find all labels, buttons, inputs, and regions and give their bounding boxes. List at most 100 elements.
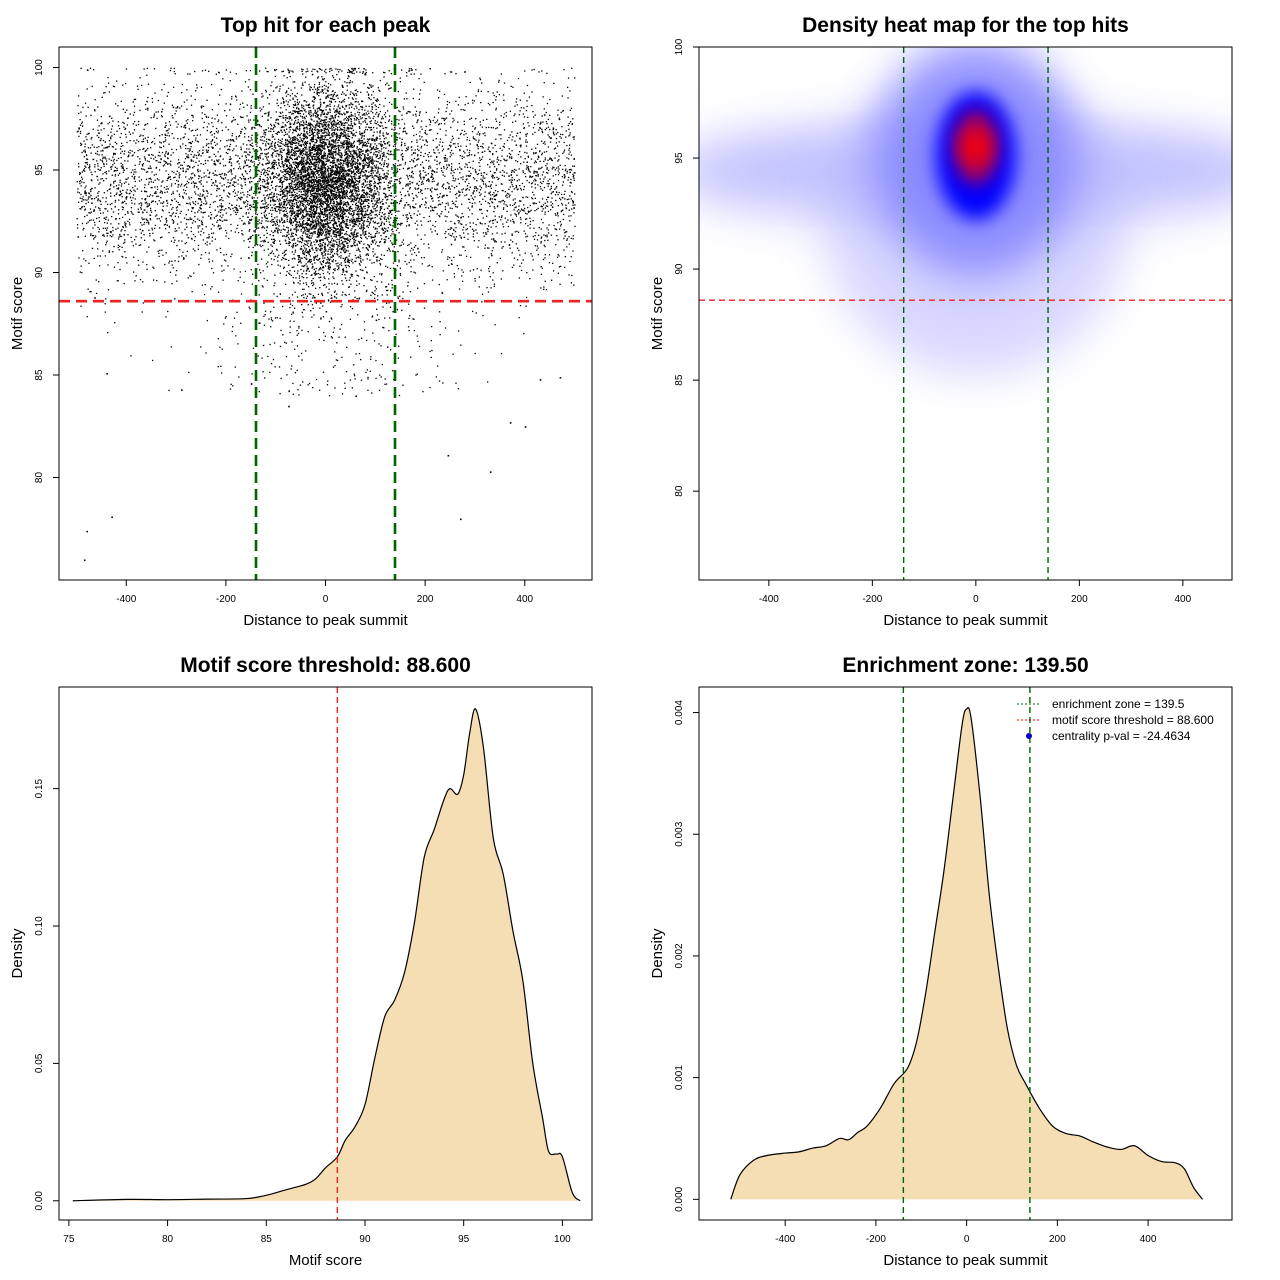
scatter-point [537, 173, 539, 176]
scatter-point [180, 185, 182, 187]
scatter-point [487, 91, 489, 93]
scatter-point [495, 138, 497, 140]
scatter-point [225, 219, 227, 221]
scatter-point [505, 160, 507, 162]
scatter-point [311, 245, 313, 247]
scatter-point [441, 150, 444, 152]
scatter-point [88, 262, 90, 264]
scatter-point [297, 165, 299, 167]
scatter-point [547, 232, 550, 234]
scatter-point [273, 195, 275, 197]
scatter-point [78, 257, 80, 259]
scatter-point [490, 253, 492, 255]
scatter-point [147, 109, 149, 111]
scatter-point [310, 179, 312, 181]
scatter-point [251, 215, 253, 218]
scatter-point [91, 85, 93, 88]
scatter-point [554, 169, 556, 171]
scatter-point [364, 216, 366, 219]
scatter-point [225, 315, 227, 318]
scatter-point [258, 159, 260, 161]
scatter-point [430, 205, 432, 208]
scatter-point [488, 247, 490, 249]
scatter-point [207, 151, 209, 153]
scatter-point [385, 178, 387, 180]
scatter-point [166, 185, 168, 188]
scatter-point [199, 170, 201, 172]
scatter-point [565, 168, 567, 170]
scatter-point [532, 202, 534, 204]
scatter-point [401, 141, 403, 144]
scatter-point [455, 72, 457, 75]
scatter-point [253, 201, 255, 203]
scatter-point [258, 219, 260, 221]
scatter-point [275, 224, 277, 226]
scatter-point [127, 212, 129, 214]
scatter-point [527, 169, 530, 171]
scatter-point [351, 155, 353, 158]
scatter-point [193, 272, 195, 274]
scatter-point [542, 208, 544, 210]
scatter-point [423, 256, 425, 259]
scatter-point [89, 189, 92, 191]
scatter-point [494, 198, 496, 200]
scatter-point [144, 198, 146, 200]
scatter-point [520, 200, 522, 202]
scatter-point [477, 147, 479, 150]
scatter-point [260, 171, 262, 173]
scatter-point [258, 234, 260, 236]
scatter-point [319, 179, 321, 181]
scatter-point [164, 126, 166, 128]
scatter-point [158, 255, 160, 258]
scatter-point [520, 146, 522, 148]
scatter-point [98, 136, 100, 139]
scatter-point [101, 161, 104, 163]
scatter-point [128, 193, 130, 195]
scatter-point [437, 196, 439, 199]
scatter-point [105, 216, 108, 218]
scatter-point [479, 77, 481, 79]
scatter-point [155, 173, 157, 176]
scatter-point [271, 196, 273, 199]
scatter-point [84, 187, 86, 189]
scatter-point [464, 71, 466, 73]
scatter-point [143, 128, 145, 131]
scatter-point [376, 182, 379, 185]
scatter-point [146, 195, 149, 197]
scatter-point [417, 155, 419, 157]
scatter-point [503, 129, 506, 131]
scatter-point [401, 158, 404, 160]
scatter-point [373, 198, 375, 200]
scatter-point [185, 193, 187, 195]
scatter-point [337, 71, 340, 73]
scatter-point [211, 117, 213, 119]
scatter-point [376, 205, 379, 207]
scatter-point [105, 163, 108, 165]
scatter-point [257, 188, 260, 190]
scatter-point [516, 104, 518, 106]
scatter-point [560, 210, 562, 213]
scatter-point [273, 176, 275, 178]
scatter-point [482, 177, 484, 179]
scatter-point [286, 207, 289, 209]
scatter-point [221, 129, 224, 132]
scatter-point [487, 163, 489, 166]
scatter-point [462, 232, 465, 234]
scatter-point [552, 166, 554, 168]
scatter-point [557, 272, 560, 274]
scatter-point [162, 165, 165, 167]
scatter-point [103, 128, 105, 130]
scatter-point [550, 187, 553, 190]
scatter-point [376, 230, 378, 233]
scatter-point [190, 178, 192, 180]
scatter-point [520, 269, 523, 272]
scatter-point [229, 143, 232, 146]
scatter-point [212, 272, 215, 274]
scatter-point [332, 276, 334, 278]
scatter-point [332, 200, 335, 203]
scatter-point [459, 191, 461, 193]
scatter-point [383, 208, 386, 211]
scatter-point [480, 158, 483, 161]
scatter-point [482, 183, 485, 185]
scatter-point [227, 148, 229, 151]
